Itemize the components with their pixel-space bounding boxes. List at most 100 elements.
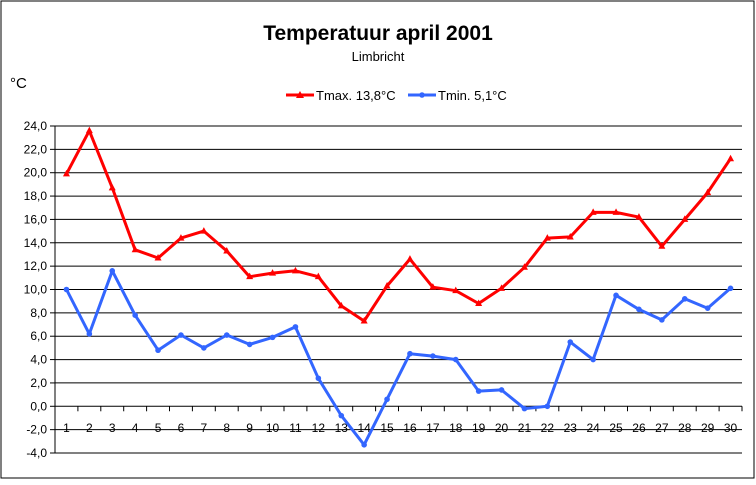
legend-tmin-marker [419,92,425,98]
y-tick-label: 14,0 [24,236,48,250]
data-point [132,312,138,318]
data-point [727,154,735,162]
x-tick-label: 8 [223,421,230,435]
data-point [613,292,619,299]
data-point [475,299,483,307]
x-tick-label: 7 [201,421,208,435]
data-point [635,213,643,220]
data-point [223,246,231,254]
data-point [384,396,390,403]
x-tick-label: 19 [472,421,486,435]
x-tick-label: 21 [518,421,532,435]
x-tick-label: 29 [701,421,715,435]
data-point [201,345,207,351]
data-point [200,227,208,234]
data-point [520,263,528,270]
data-point [86,331,93,337]
data-point [567,339,574,345]
x-tick-label: 10 [266,421,280,435]
data-point [223,332,230,338]
x-tick-label: 16 [403,421,417,435]
y-tick-label: 8,0 [30,306,47,320]
legend: Tmax. 13,8°C Tmin. 5,1°C [286,88,507,103]
data-point [612,208,620,215]
x-tick-label: 2 [86,421,93,435]
chart-title: Temperatuur april 2001 [263,22,493,45]
x-tick-label: 25 [609,421,623,435]
data-point [314,272,322,280]
data-point [246,341,253,348]
data-point [658,242,666,249]
y-tick-label: 22,0 [24,142,48,156]
data-point [109,268,116,274]
data-point [430,353,436,359]
y-tick-label: -2,0 [26,423,47,437]
data-point [452,356,459,363]
y-tick-label: 10,0 [24,283,48,297]
x-tick-label: 24 [586,421,600,435]
y-tick-label: 20,0 [24,166,48,180]
legend-tmin-label: Tmin. 5,1°C [438,88,507,103]
data-point [681,215,689,222]
x-tick-label: 3 [109,421,116,435]
data-point [315,375,322,382]
y-tick-label: -4,0 [26,446,47,460]
data-point [590,356,596,363]
y-tick-label: 12,0 [24,259,48,273]
data-point [727,285,734,292]
y-tick-label: 6,0 [30,329,47,343]
data-point [498,284,506,291]
x-tick-label: 14 [357,421,371,435]
x-tick-label: 17 [426,421,440,435]
data-point [177,234,185,241]
y-tick-label: 18,0 [24,189,48,203]
series-line [65,269,732,447]
x-tick-label: 26 [632,421,646,435]
series-tmax [62,126,735,324]
x-tick-label: 13 [335,421,349,435]
data-point [521,405,528,412]
series [62,126,735,448]
data-point [681,296,688,302]
gridlines [50,125,742,454]
data-point [178,332,184,338]
y-tick-label: 16,0 [24,212,48,226]
y-tick-label: 24,0 [24,119,48,133]
data-point [498,387,505,393]
data-point [566,232,574,240]
x-tick-labels: 1 2 3 4 5 6 7 8 9 10 11 12 13 14 15 16 17 18 19 20 21 22 23 24 2… [63,421,737,435]
data-point [544,403,551,410]
data-point [62,169,70,177]
data-point [475,388,482,394]
data-point [360,317,368,324]
data-point [291,266,299,274]
data-point [704,305,711,311]
data-point [543,234,551,241]
data-point [589,208,597,215]
data-point [452,286,460,294]
x-tick-label: 1 [63,421,70,435]
y-tick-label: 0,0 [30,399,47,413]
data-point [246,272,254,280]
series-line [65,129,732,323]
chart-subtitle: Limbricht [352,49,405,64]
x-tick-label: 30 [724,421,738,435]
data-point [108,183,116,191]
data-point [155,347,161,354]
x-tick-label: 18 [449,421,463,435]
data-point [338,412,345,419]
legend-tmax-label: Tmax. 13,8°C [316,88,396,103]
axes [54,126,743,453]
x-tick-label: 6 [178,421,185,435]
data-point [361,442,367,448]
y-tick-labels: 24,0 22,0 20,0 18,0 16,0 14,0 12,0 10,0 8,0 6,0 4,… [24,119,48,460]
data-point [659,317,665,323]
x-tick-label: 15 [380,421,394,435]
legend-tmax-marker [296,91,304,98]
data-point [154,253,162,261]
y-tick-label: 4,0 [30,353,47,367]
data-point [407,350,413,357]
